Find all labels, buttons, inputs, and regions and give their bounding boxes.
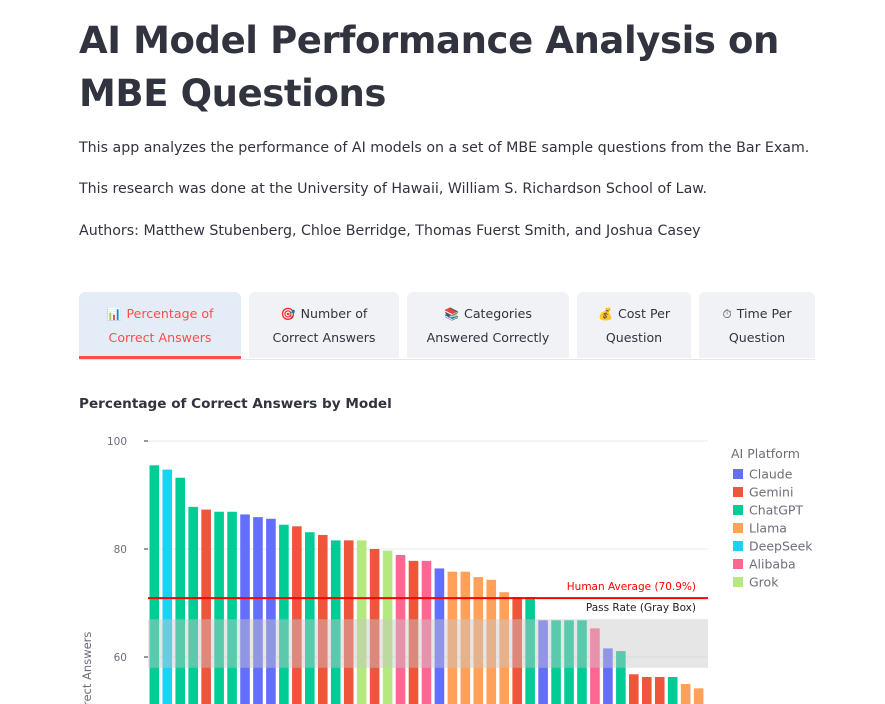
bar-chatgpt bbox=[667, 676, 678, 704]
stopwatch-icon: ⏱ bbox=[722, 306, 732, 321]
chart-title: Percentage of Correct Answers by Model bbox=[79, 396, 392, 412]
legend-item-alibaba: Alibaba bbox=[749, 557, 796, 572]
tab-label: Correct Answers bbox=[108, 329, 212, 345]
legend-item-chatgpt: ChatGPT bbox=[749, 503, 803, 518]
bar-llama bbox=[693, 688, 704, 704]
bar-gemini bbox=[343, 540, 354, 704]
percentage-correct-bar-chart: 60 80 100 Correct Answers Pass Rate (Gray Bo… bbox=[80, 436, 813, 704]
bar-chatgpt bbox=[330, 540, 341, 704]
tab-label: Time Per bbox=[736, 305, 792, 321]
bar-chatgpt bbox=[305, 532, 315, 704]
bar-chatgpt bbox=[214, 511, 224, 704]
bar-claude bbox=[434, 568, 445, 704]
human-average-label: Human Average (70.9%) bbox=[567, 581, 696, 593]
tab-label: Cost Per bbox=[617, 305, 671, 321]
tab-divider bbox=[79, 359, 815, 360]
bar-claude bbox=[538, 620, 548, 704]
tab-time-per-question[interactable]: ⏱ Time Per Question bbox=[699, 292, 815, 358]
money-bag-icon: 💰 bbox=[597, 306, 613, 321]
bar-gemini bbox=[369, 549, 380, 704]
legend-swatch-grok bbox=[733, 577, 743, 587]
legend-swatch-deepseek bbox=[733, 541, 743, 551]
bar-llama bbox=[447, 571, 458, 704]
bar-chatgpt bbox=[577, 620, 587, 704]
legend-swatch-chatgpt bbox=[733, 505, 743, 515]
bar-llama bbox=[680, 684, 691, 704]
legend-item-claude: Claude bbox=[749, 467, 793, 482]
bar-alibaba bbox=[395, 554, 406, 704]
bar-llama bbox=[473, 577, 484, 704]
y-tick-label: 100 bbox=[107, 436, 127, 448]
bar-chatgpt bbox=[227, 511, 237, 704]
tab-list: 📊 Percentage of Correct Answers 🎯 Number o… bbox=[79, 292, 815, 360]
y-tick-label: 60 bbox=[114, 652, 127, 664]
bar-claude bbox=[240, 514, 250, 704]
intro-authors: Authors: Matthew Stubenberg, Chloe Berri… bbox=[79, 223, 701, 239]
bar-chatgpt bbox=[175, 477, 186, 704]
bar-claude bbox=[253, 517, 263, 704]
books-icon: 📚 bbox=[444, 306, 460, 321]
tab-number-correct[interactable]: 🎯 Number of Correct Answers bbox=[249, 292, 399, 358]
bar-deepseek bbox=[162, 469, 173, 704]
bar-llama bbox=[460, 571, 471, 704]
pass-rate-box bbox=[148, 619, 708, 668]
tab-label: Number of bbox=[300, 305, 368, 321]
bar-llama bbox=[486, 579, 497, 704]
tab-label: Percentage of bbox=[126, 305, 214, 321]
bar-chatgpt bbox=[279, 524, 289, 704]
bar-chatgpt bbox=[149, 465, 160, 704]
bar-chatgpt bbox=[564, 620, 574, 704]
legend-swatch-alibaba bbox=[733, 559, 743, 569]
tab-label: Question bbox=[605, 329, 663, 345]
bar-chatgpt bbox=[188, 506, 198, 704]
bar-gemini bbox=[512, 597, 522, 704]
bar-chatgpt bbox=[551, 620, 561, 704]
bar-chart-icon: 📊 bbox=[106, 306, 122, 321]
bar-grok bbox=[382, 550, 393, 704]
legend-item-deepseek: DeepSeek bbox=[749, 539, 813, 554]
bar-alibaba bbox=[421, 560, 432, 704]
bar-gemini bbox=[292, 526, 302, 704]
bar-gemini bbox=[641, 676, 652, 704]
legend-title: AI Platform bbox=[731, 446, 800, 461]
bar-gemini bbox=[201, 509, 211, 704]
bar-claude bbox=[266, 518, 276, 704]
page-title: AI Model Performance Analysis on MBE Que… bbox=[79, 19, 779, 115]
bar-grok bbox=[356, 540, 367, 704]
legend-swatch-claude bbox=[733, 469, 743, 479]
y-tick-label: 80 bbox=[114, 544, 127, 556]
tab-percentage-correct[interactable]: 📊 Percentage of Correct Answers bbox=[79, 292, 241, 358]
legend-item-llama: Llama bbox=[749, 521, 787, 536]
bar-gemini bbox=[408, 560, 419, 704]
legend-swatch-llama bbox=[733, 523, 743, 533]
tab-label: Categories bbox=[464, 305, 532, 321]
tab-label: Question bbox=[728, 329, 786, 345]
pass-rate-label: Pass Rate (Gray Box) bbox=[586, 602, 696, 614]
bar-gemini bbox=[629, 674, 639, 704]
bar-gemini bbox=[654, 676, 665, 704]
intro-affiliation: This research was done at the University… bbox=[79, 181, 708, 197]
legend-item-grok: Grok bbox=[749, 575, 779, 590]
bar-chatgpt bbox=[616, 651, 626, 704]
legend-item-gemini: Gemini bbox=[749, 485, 793, 500]
tab-cost-per-question[interactable]: 💰 Cost Per Question bbox=[577, 292, 691, 358]
intro-description: This app analyzes the performance of AI … bbox=[79, 140, 810, 156]
active-tab-indicator bbox=[79, 356, 241, 359]
target-icon: 🎯 bbox=[280, 306, 296, 321]
legend-swatch-gemini bbox=[733, 487, 743, 497]
bar-claude bbox=[603, 648, 613, 704]
tab-categories[interactable]: 📚 Categories Answered Correctly bbox=[407, 292, 569, 358]
bar-llama bbox=[499, 592, 510, 704]
bar-gemini bbox=[317, 534, 328, 704]
tab-label: Answered Correctly bbox=[426, 329, 550, 345]
bar-alibaba bbox=[590, 628, 600, 704]
bar-chatgpt bbox=[525, 597, 535, 704]
tab-label: Correct Answers bbox=[272, 329, 376, 345]
y-axis-label: Correct Answers bbox=[80, 632, 94, 704]
